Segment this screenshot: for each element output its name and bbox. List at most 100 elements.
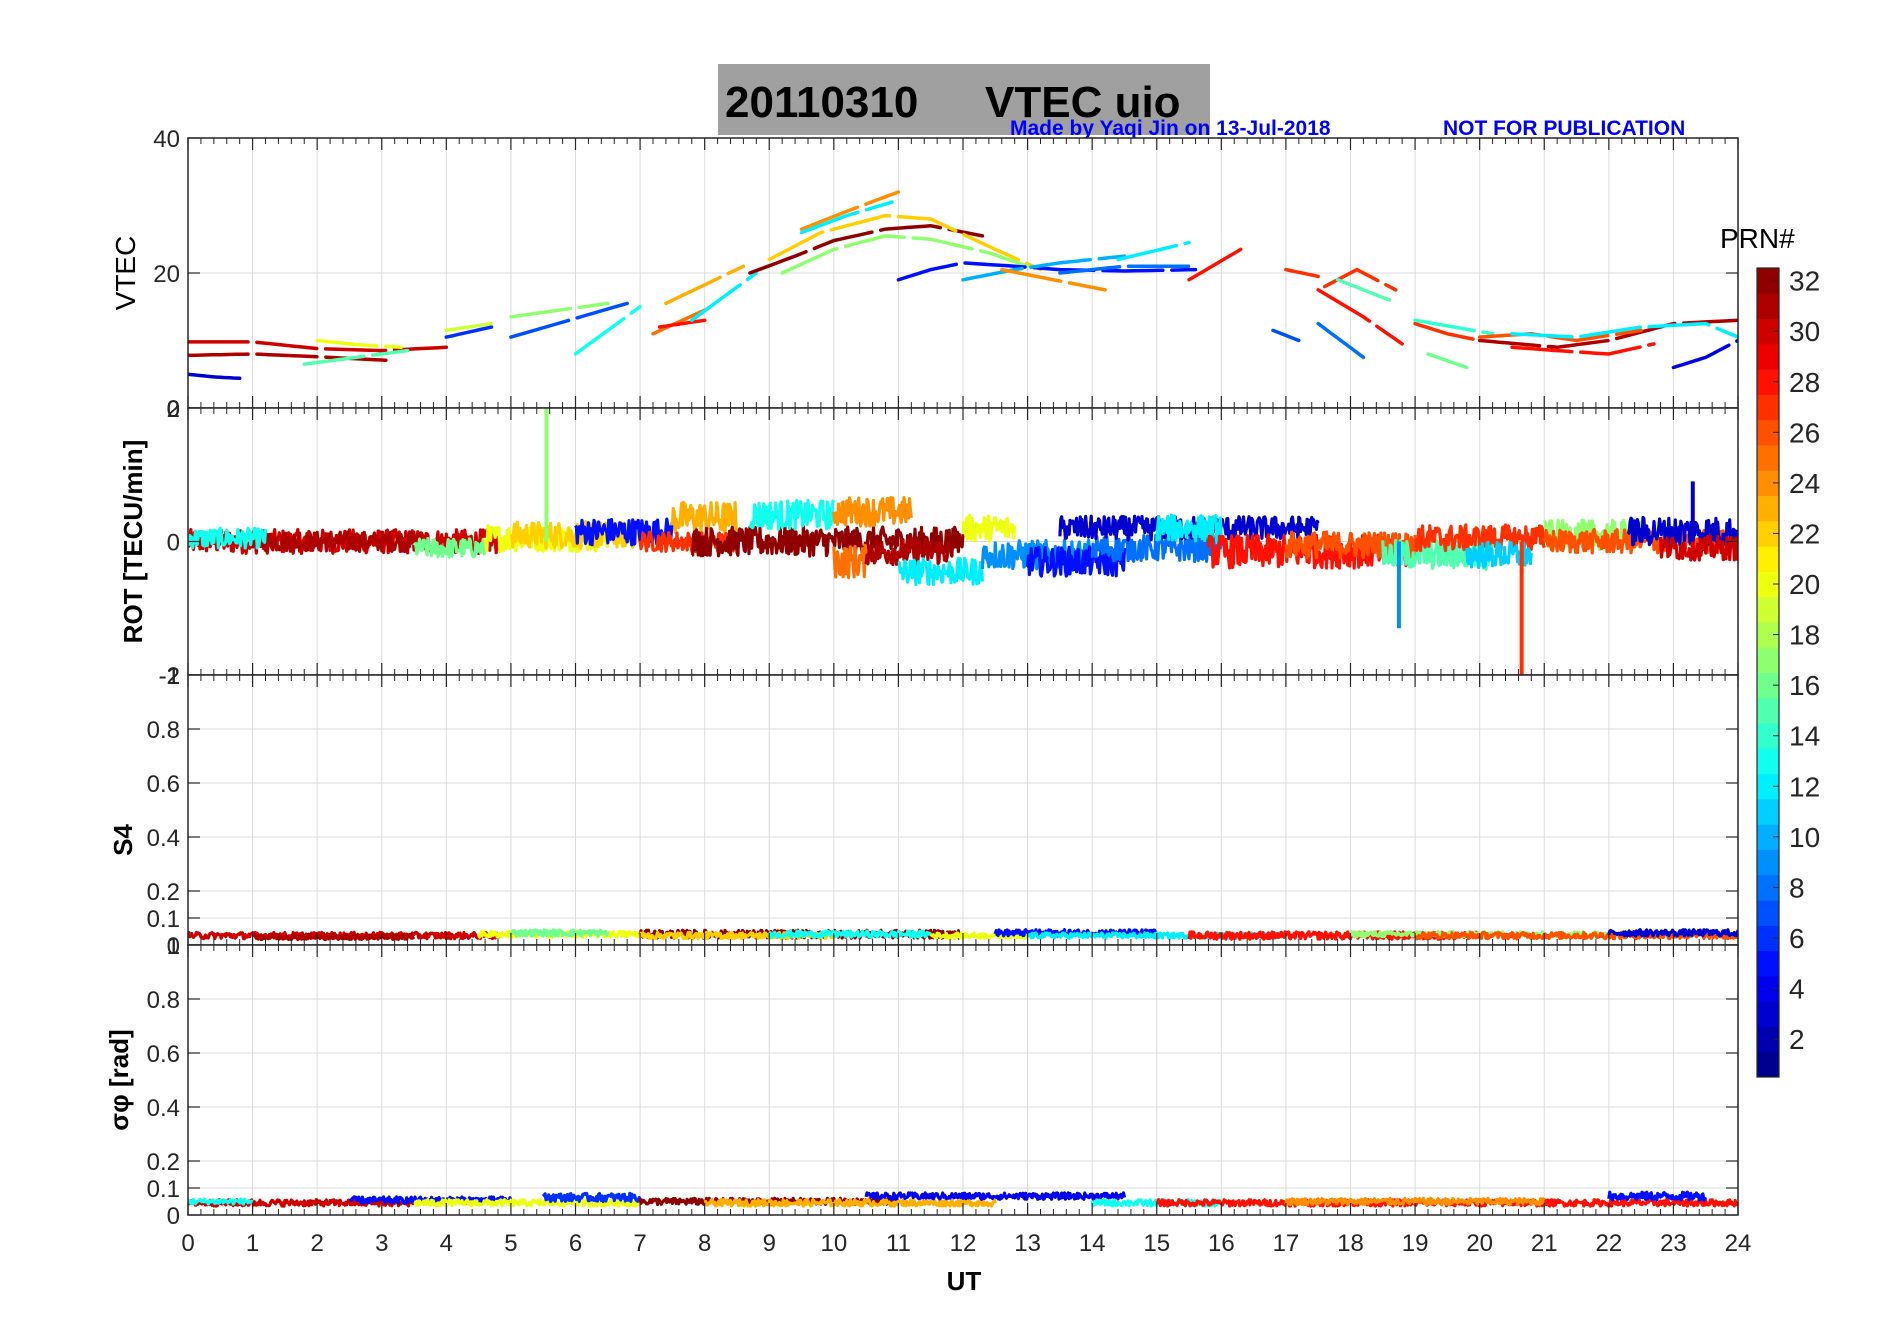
colorbar-swatch-prn18 (1757, 621, 1779, 648)
series-line-prn28 (1316, 288, 1404, 346)
series-trace-prn12 (1155, 513, 1223, 543)
title-box (718, 64, 1210, 135)
series-line-prn17 (780, 234, 1030, 275)
colorbar-tick-label: 20 (1789, 569, 1820, 600)
y-tick-label: 2 (167, 396, 180, 423)
colorbar-swatch-prn3 (1757, 1001, 1779, 1027)
colorbar-tick-label: 10 (1789, 822, 1820, 853)
series-line-prn27 (1322, 267, 1398, 292)
y-tick-label: 0.6 (147, 771, 180, 798)
colorbar-swatch-prn21 (1757, 546, 1779, 572)
series-trace-prn12 (897, 556, 984, 586)
series-trace-prn3 (1607, 928, 1738, 938)
series-line-prn7 (1271, 328, 1301, 343)
x-tick-label: 22 (1595, 1230, 1622, 1257)
colorbar-tick-label: 28 (1789, 367, 1820, 398)
y-tick-label: -2 (159, 663, 180, 690)
series-line-prn12 (799, 200, 894, 235)
series-line-prn8 (1316, 321, 1366, 360)
colorbar-swatch-prn6 (1757, 925, 1779, 952)
y-tick-label: 0 (167, 933, 180, 960)
y-tick-label-overlap: 2 (167, 663, 180, 690)
title-date: 20110310 (725, 78, 918, 127)
x-tick-label: 11 (886, 1230, 911, 1257)
colorbar-swatch-prn17 (1757, 647, 1779, 673)
series-trace-prn16 (509, 928, 610, 938)
series-line-prn24 (799, 190, 901, 231)
series-trace-prn24 (832, 496, 913, 528)
series-line-prn22 (767, 213, 1043, 272)
colorbar-swatch-prn4 (1757, 975, 1779, 1002)
series-trace-prn6 (541, 1191, 642, 1204)
series-line-prn28 (1510, 342, 1656, 356)
colorbar-tick-label: 26 (1789, 417, 1820, 448)
colorbar-swatch-prn29 (1757, 343, 1779, 370)
series-trace-prn8 (1090, 533, 1223, 563)
y-tick-label: 0.2 (147, 879, 180, 906)
series-line-prn12 (1116, 240, 1191, 262)
x-tick-label: 12 (950, 1230, 977, 1257)
y-tick-label: 1 (167, 933, 180, 960)
x-tick-label: 2 (310, 1230, 323, 1257)
title-text: VTEC uio (985, 78, 1181, 127)
x-tick-label: 19 (1402, 1230, 1429, 1257)
y-tick-label: 0.1 (147, 1176, 180, 1203)
y-tick-label: 0.2 (147, 1149, 180, 1176)
series-trace-prn20 (961, 513, 1017, 544)
colorbar-swatch-prn20 (1757, 571, 1779, 598)
series-line-prn10 (961, 254, 1127, 282)
x-tick-label: 9 (763, 1230, 776, 1257)
colorbar-swatch-prn13 (1757, 748, 1779, 775)
series-trace-prn4 (864, 1191, 1127, 1201)
y-tick-label: 0.8 (147, 717, 180, 744)
colorbar-swatch-prn10 (1757, 824, 1779, 850)
series-line-prn32 (748, 224, 985, 275)
series-trace-prn16 (412, 536, 487, 559)
y-tick-label: 1 (167, 663, 180, 690)
colorbar-tick-label: 6 (1789, 923, 1805, 954)
series-line-prn3 (188, 372, 242, 381)
colorbar-swatch-prn1 (1757, 1051, 1779, 1078)
y-axis-label: σφ [rad] (104, 1029, 134, 1130)
colorbar-swatch-prn30 (1757, 318, 1779, 345)
series-trace-prn15 (1381, 538, 1495, 571)
y-tick-label: 0 (167, 530, 180, 557)
colorbar-tick-label: 18 (1789, 620, 1820, 651)
x-tick-label: 18 (1337, 1230, 1364, 1257)
colorbar-swatch-prn16 (1757, 672, 1779, 699)
series-group (188, 1190, 1738, 1208)
x-tick-label: 8 (698, 1230, 711, 1257)
colorbar-swatch-prn8 (1757, 874, 1779, 901)
series-trace-prn13 (188, 1197, 254, 1206)
series-trace-prn3 (1626, 515, 1738, 548)
series-trace-prn5 (1607, 1190, 1708, 1202)
series-trace-prn31 (864, 537, 952, 567)
x-tick-label: 5 (504, 1230, 517, 1257)
colorbar-swatch-prn12 (1757, 773, 1779, 800)
series-line-prn12 (690, 271, 759, 323)
y-axis-label: VTEC (110, 236, 141, 311)
colorbar-swatch-prn26 (1757, 419, 1779, 446)
x-tick-label: 20 (1466, 1230, 1493, 1257)
x-tick-label: 23 (1660, 1230, 1687, 1257)
colorbar-swatch-prn32 (1757, 268, 1779, 294)
series-line-prn6 (444, 325, 494, 339)
colorbar-swatch-prn27 (1757, 394, 1779, 421)
x-tick-label: 0 (181, 1230, 194, 1257)
colorbar-tick-label: 4 (1789, 974, 1805, 1005)
series-line-prn28 (657, 318, 707, 329)
y-tick-label: 0.1 (147, 906, 180, 933)
colorbar-swatch-prn19 (1757, 596, 1779, 623)
colorbar-swatch-prn23 (1757, 495, 1779, 522)
colorbar-swatch-prn15 (1757, 697, 1779, 724)
series-trace-prn26 (1284, 530, 1417, 560)
x-tick-label: 10 (820, 1230, 847, 1257)
credit-text: Made by Yaqi Jin on 13-Jul-2018 (1010, 117, 1331, 140)
series-line-prn7 (509, 301, 629, 339)
y-tick-label: 0.4 (147, 825, 180, 852)
